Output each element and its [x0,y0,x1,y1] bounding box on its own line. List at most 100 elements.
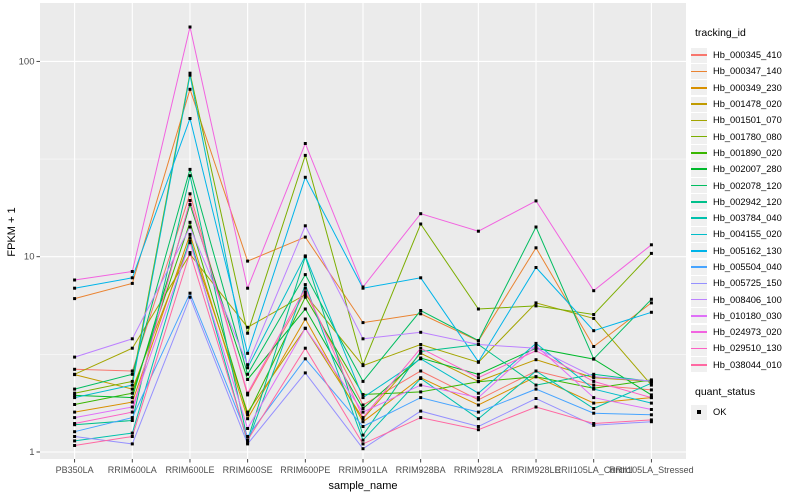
data-point [534,383,538,387]
data-point [419,222,423,226]
data-point [73,396,77,400]
legend-key-swatch [691,324,707,340]
data-point [649,401,653,405]
data-point [649,379,653,383]
data-point [592,387,596,391]
x-tick-label: RRIM600LE [165,465,214,475]
data-point [534,405,538,409]
data-point [73,278,77,282]
data-point [188,295,192,299]
data-point [130,419,134,422]
data-point [73,416,77,420]
data-point [303,293,307,297]
data-point [130,387,134,391]
legend-item-label: Hb_002078_120 [713,180,782,191]
x-tick-label: RRIM928LE [512,465,561,475]
x-axis-title: sample_name [328,480,397,492]
data-point [73,355,77,359]
data-point [419,312,423,316]
legend-item-label: Hb_004155_020 [713,229,782,240]
x-tick-label: RRIM600PE [280,465,330,475]
data-point [73,444,77,447]
legend-title-tracking-id: tracking_id [695,27,746,39]
data-point [476,391,480,395]
data-point [361,396,365,400]
legend-item-Hb_001478_020: Hb_001478_020 [691,96,799,112]
legend-key-swatch [691,112,707,128]
data-point [649,243,653,247]
data-point [188,117,192,120]
data-point [361,379,365,383]
data-point [188,241,192,245]
legend-key-swatch [691,145,707,161]
data-point [592,316,596,320]
data-point [592,372,596,376]
data-point [419,383,423,387]
data-point [592,357,596,361]
data-point [534,341,538,345]
legend-key-swatch [691,243,707,259]
data-point [534,349,538,353]
data-point [188,167,192,171]
legend-key-swatch [691,340,707,356]
legend-key-swatch [691,308,707,324]
data-point [73,435,77,438]
data-point [361,407,365,410]
data-point [73,391,77,395]
data-point [534,375,538,379]
data-point [303,286,307,290]
data-point [303,290,307,294]
data-point [592,396,596,400]
legend-item-Hb_003784_040: Hb_003784_040 [691,210,799,226]
data-point [246,372,250,376]
data-point [419,416,423,420]
data-point [130,270,134,273]
legend-item-Hb_000349_230: Hb_000349_230 [691,80,799,96]
data-point [246,410,250,414]
legend-item-Hb_000345_410: Hb_000345_410 [691,47,799,63]
legend-line-icon [691,201,707,203]
data-point [73,403,77,406]
data-point [649,251,653,255]
data-point [649,383,653,387]
data-point [592,329,596,333]
data-point [188,25,192,29]
data-point [534,266,538,269]
data-point [130,281,134,285]
legend-item-Hb_002078_120: Hb_002078_120 [691,177,799,194]
data-point [476,229,480,233]
data-point [534,304,538,308]
data-point [361,420,365,424]
data-point [130,410,134,414]
data-point [361,337,365,341]
data-point [476,403,480,407]
x-tick-label: RRIM901LA [338,465,387,475]
data-point [130,372,134,376]
data-point [188,199,192,202]
legend-line-icon [691,298,707,301]
legend-item-Hb_001780_080: Hb_001780_080 [691,128,799,145]
data-point [592,401,596,405]
legend-item-label: Hb_002007_280 [713,164,782,175]
data-point [476,343,480,346]
data-point [188,220,192,224]
x-tick-label: RRIM928BA [396,465,446,475]
data-point [246,325,250,329]
legend-line-icon [691,70,707,73]
legend-line-icon [691,363,707,366]
data-point [188,236,192,240]
data-point [130,346,134,350]
legend-item-label: OK [713,407,727,418]
data-point [73,422,77,425]
data-point [534,246,538,250]
data-point [130,416,134,420]
data-point [188,232,192,236]
legend-line-icon [691,54,707,56]
data-point [649,413,653,417]
data-point [130,379,134,383]
legend-key-swatch [691,96,707,112]
data-point [246,417,250,421]
legend-item-Hb_001501_070: Hb_001501_070 [691,112,799,128]
data-point [246,366,250,370]
data-point [419,351,423,355]
